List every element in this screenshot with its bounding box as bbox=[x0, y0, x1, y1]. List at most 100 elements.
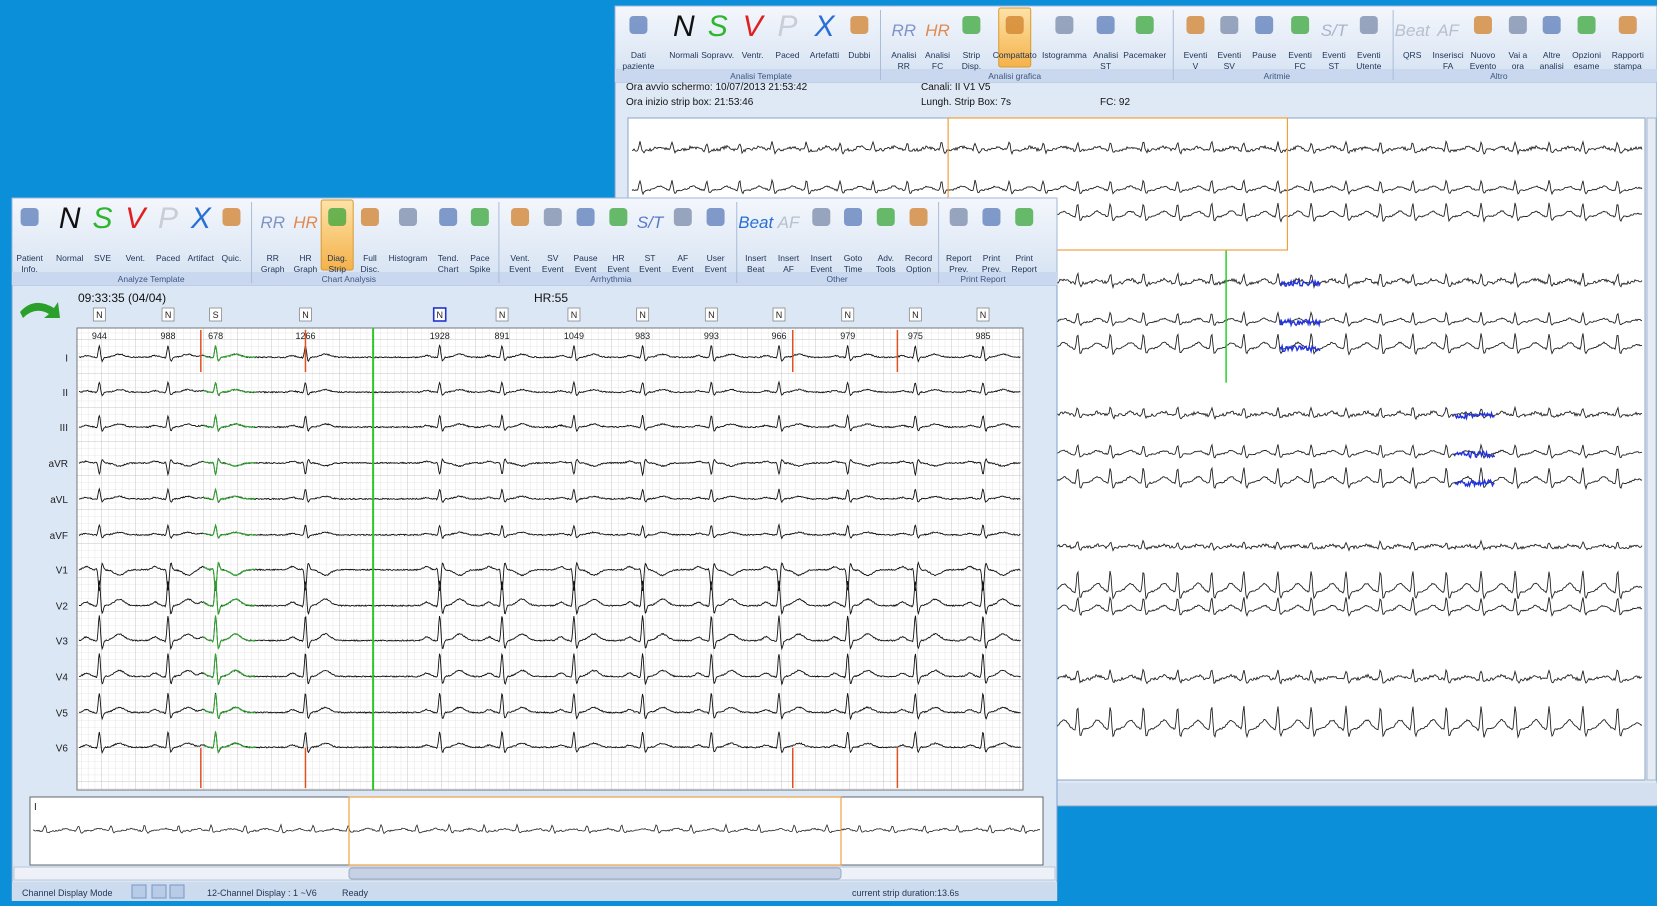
beat-tag[interactable] bbox=[209, 307, 223, 322]
button-icon: AF bbox=[1436, 21, 1460, 40]
sve-beat-trace bbox=[203, 561, 256, 591]
group-label: Aritmie bbox=[1264, 71, 1291, 81]
strip-view bbox=[29, 796, 1044, 866]
scroll-thumb[interactable] bbox=[348, 867, 842, 880]
button-label: Utente bbox=[1356, 61, 1381, 71]
beat-tag[interactable] bbox=[976, 307, 990, 322]
button-label: Option bbox=[906, 264, 931, 274]
button-glyph bbox=[328, 208, 347, 226]
info-text: Canali: II V1 V5 bbox=[921, 82, 991, 93]
button-label: Rapporti bbox=[1612, 50, 1644, 60]
button-label: Sopravv. bbox=[701, 50, 734, 60]
button-icon: N bbox=[59, 202, 81, 235]
button-label: Event bbox=[672, 264, 694, 274]
button-label: Paced bbox=[156, 253, 180, 263]
button-icon: V bbox=[125, 202, 148, 235]
toolbar-group-band bbox=[615, 69, 1657, 82]
button-label: Report bbox=[946, 253, 972, 263]
button-label: Diag. bbox=[327, 253, 347, 263]
button-label: SVE bbox=[94, 253, 111, 263]
button-glyph bbox=[812, 208, 831, 226]
button-label: Compattato bbox=[993, 50, 1037, 60]
beat-tag[interactable] bbox=[704, 307, 718, 322]
button-label: Pacemaker bbox=[1123, 50, 1166, 60]
highlight-trace bbox=[1453, 478, 1495, 489]
group-label: Analisi Template bbox=[730, 71, 792, 81]
button-label: Print bbox=[1015, 253, 1033, 263]
button-label: Prev. bbox=[949, 264, 968, 274]
beat-label: N bbox=[165, 310, 172, 320]
sve-beat-trace bbox=[203, 459, 256, 476]
rr-label: 993 bbox=[704, 331, 719, 341]
button-label: Disc. bbox=[361, 264, 380, 274]
back-arrow[interactable] bbox=[20, 302, 60, 318]
button-label: Insert bbox=[778, 253, 800, 263]
mode-button[interactable] bbox=[169, 884, 185, 899]
button-label: Nuovo bbox=[1471, 50, 1496, 60]
button-label: Normal bbox=[56, 253, 84, 263]
button-label: Pause bbox=[1252, 50, 1276, 60]
button-label: Spike bbox=[469, 264, 491, 274]
highlight-trace bbox=[1279, 278, 1321, 287]
mode-button[interactable] bbox=[131, 884, 147, 899]
beat-tag[interactable] bbox=[92, 307, 106, 322]
button-icon: P bbox=[158, 202, 178, 235]
beat-tag[interactable] bbox=[772, 307, 786, 322]
mode-button[interactable] bbox=[151, 884, 167, 899]
button-glyph bbox=[673, 208, 692, 226]
button-label: User bbox=[707, 253, 725, 263]
button-icon: X bbox=[190, 202, 212, 235]
beat-tag[interactable] bbox=[841, 307, 855, 322]
button-glyph bbox=[1015, 208, 1034, 226]
beat-label: N bbox=[980, 310, 987, 320]
beat-tag[interactable] bbox=[161, 307, 175, 322]
button-label: Goto bbox=[844, 253, 863, 263]
button-label: Tools bbox=[876, 264, 896, 274]
button-icon: RR bbox=[891, 21, 916, 40]
rr-label: 1928 bbox=[430, 331, 450, 341]
button-label: Insert bbox=[745, 253, 767, 263]
group-label: Chart Analysis bbox=[322, 274, 376, 284]
button-label: Tend. bbox=[438, 253, 459, 263]
sve-beat-trace bbox=[203, 730, 256, 754]
beat-tag[interactable] bbox=[299, 307, 312, 322]
beat-tag[interactable] bbox=[908, 307, 922, 322]
button-label: Patient bbox=[16, 253, 43, 263]
group-label: Arrhythmia bbox=[590, 274, 631, 284]
button-label: HR bbox=[299, 253, 311, 263]
lead-label: V1 bbox=[56, 566, 69, 577]
button-label: Dubbi bbox=[848, 50, 870, 60]
beat-tag[interactable] bbox=[636, 307, 650, 322]
button-label: Prev. bbox=[982, 264, 1001, 274]
beat-tag[interactable] bbox=[567, 307, 581, 322]
button-label: Full bbox=[363, 253, 377, 263]
status-text: 12-Channel Display : 1 ~V6 bbox=[207, 888, 317, 898]
lead-label: V2 bbox=[56, 602, 69, 613]
button-label: RR bbox=[898, 61, 910, 71]
button-label: Event bbox=[607, 264, 629, 274]
button-label: SV bbox=[547, 253, 559, 263]
beat-label: N bbox=[776, 310, 783, 320]
sve-beat-trace bbox=[203, 615, 256, 650]
beat-tag[interactable] bbox=[495, 307, 509, 322]
button-glyph bbox=[843, 208, 862, 226]
button-icon: P bbox=[777, 10, 797, 43]
button-label: Report bbox=[1011, 264, 1037, 274]
button-glyph bbox=[949, 208, 968, 226]
button-label: Vent. bbox=[510, 253, 529, 263]
button-label: Insert bbox=[811, 253, 833, 263]
beat-label: N bbox=[639, 310, 646, 320]
lead-label: V4 bbox=[56, 672, 69, 683]
status-bar bbox=[12, 882, 1057, 901]
button-icon: Beat bbox=[738, 213, 774, 232]
button-label: RR bbox=[267, 253, 279, 263]
button-icon: AF bbox=[777, 213, 801, 232]
button-label: ST bbox=[645, 253, 656, 263]
beat-tag[interactable] bbox=[432, 307, 447, 322]
strip-box[interactable] bbox=[348, 796, 842, 866]
lead-label: I bbox=[65, 353, 68, 364]
button-label: SV bbox=[1224, 61, 1236, 71]
beat-label: S bbox=[213, 310, 219, 320]
sve-beat-trace bbox=[203, 381, 256, 396]
button-glyph bbox=[1473, 16, 1492, 34]
